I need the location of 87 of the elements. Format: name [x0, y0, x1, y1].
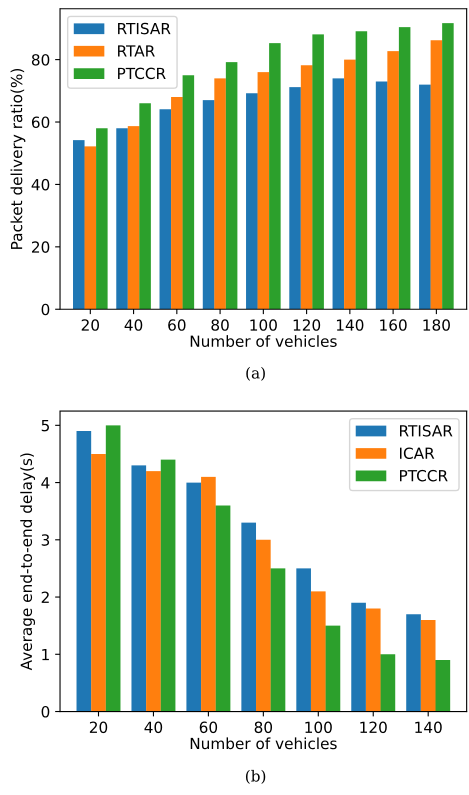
bar [186, 482, 202, 712]
x-tick-label: 140 [336, 319, 364, 331]
bar [182, 75, 194, 310]
bar [300, 65, 312, 310]
bar [398, 27, 410, 310]
x-tick-label: 120 [360, 722, 387, 734]
bar [289, 87, 301, 310]
x-tick-label: 100 [250, 319, 277, 331]
legend-label: RTAR [118, 45, 155, 57]
bar [430, 40, 442, 310]
bar [376, 81, 388, 310]
x-axis-title: Number of vehicles [190, 335, 337, 347]
bar [73, 140, 85, 310]
bar [326, 626, 340, 712]
text: (a) [246, 366, 265, 381]
bar [344, 60, 356, 310]
bar [139, 103, 151, 310]
y-tick-label: 1 [42, 648, 49, 660]
x-tick-label: 120 [294, 319, 320, 331]
x-tick-label: 140 [415, 722, 442, 734]
y-tick-label: 0 [42, 304, 50, 316]
bar [312, 34, 324, 310]
y-tick-label: 80 [32, 54, 50, 66]
x-tick-label: 80 [254, 722, 272, 734]
bar [202, 100, 214, 310]
y-tick-label: 3 [42, 534, 50, 546]
x-tick-label: 20 [82, 319, 100, 331]
bar [356, 31, 368, 310]
bar [296, 568, 311, 712]
y-tick-label: 60 [32, 116, 50, 128]
bar [436, 660, 450, 712]
bar [246, 93, 258, 310]
bar [226, 62, 238, 310]
bar [146, 471, 161, 712]
x-tick-label: 80 [211, 319, 229, 331]
x-tick-label: 60 [168, 319, 186, 331]
bar [351, 602, 366, 712]
legend-label: PTCCR [400, 470, 448, 482]
text: (b) [246, 770, 266, 784]
bar [201, 476, 216, 712]
y-tick-label: 2 [42, 592, 49, 603]
bar [116, 128, 128, 310]
bar [131, 465, 146, 712]
x-tick-label: 180 [423, 319, 450, 331]
x-tick-label: 160 [380, 319, 407, 331]
y-tick-label: 5 [42, 420, 49, 432]
bar [128, 126, 140, 310]
bar [380, 654, 396, 712]
bar [256, 540, 271, 712]
bar [387, 51, 399, 310]
x-tick-label: 40 [144, 722, 162, 734]
bar [76, 431, 92, 712]
bar [96, 128, 108, 310]
bar [419, 84, 431, 310]
x-axis-title: Number of vehicles [190, 737, 337, 750]
bar [171, 97, 183, 310]
bar [214, 78, 226, 310]
legend-label: RTISAR [400, 425, 452, 437]
y-tick-label: 0 [42, 706, 50, 718]
y-axis-title: Packet delivery ratio(%) [10, 68, 26, 249]
bar [406, 614, 421, 712]
legend-label: ICAR [400, 447, 434, 460]
x-tick-label: 100 [305, 722, 332, 734]
bar [269, 43, 281, 310]
bar [442, 23, 454, 310]
y-axis-title: Average end-to-end delay(s) [20, 453, 36, 670]
x-tick-label: 60 [200, 722, 218, 734]
legend-label: RTISAR [118, 22, 171, 34]
bar [84, 146, 96, 310]
bar [241, 522, 256, 712]
bar [160, 460, 176, 712]
bar [366, 608, 381, 712]
y-tick-label: 20 [32, 241, 50, 253]
bar [160, 109, 172, 310]
bar [420, 620, 436, 712]
x-tick-label: 20 [90, 722, 108, 734]
bar [216, 505, 230, 712]
bar [310, 591, 326, 712]
bar [332, 78, 344, 310]
x-tick-label: 40 [124, 319, 142, 331]
y-tick-label: 4 [41, 477, 50, 488]
bar [106, 425, 120, 712]
y-tick-label: 40 [32, 178, 50, 190]
bar [270, 568, 286, 712]
legend-label: PTCCR [118, 68, 166, 80]
bar [258, 72, 270, 310]
bar [91, 454, 106, 712]
